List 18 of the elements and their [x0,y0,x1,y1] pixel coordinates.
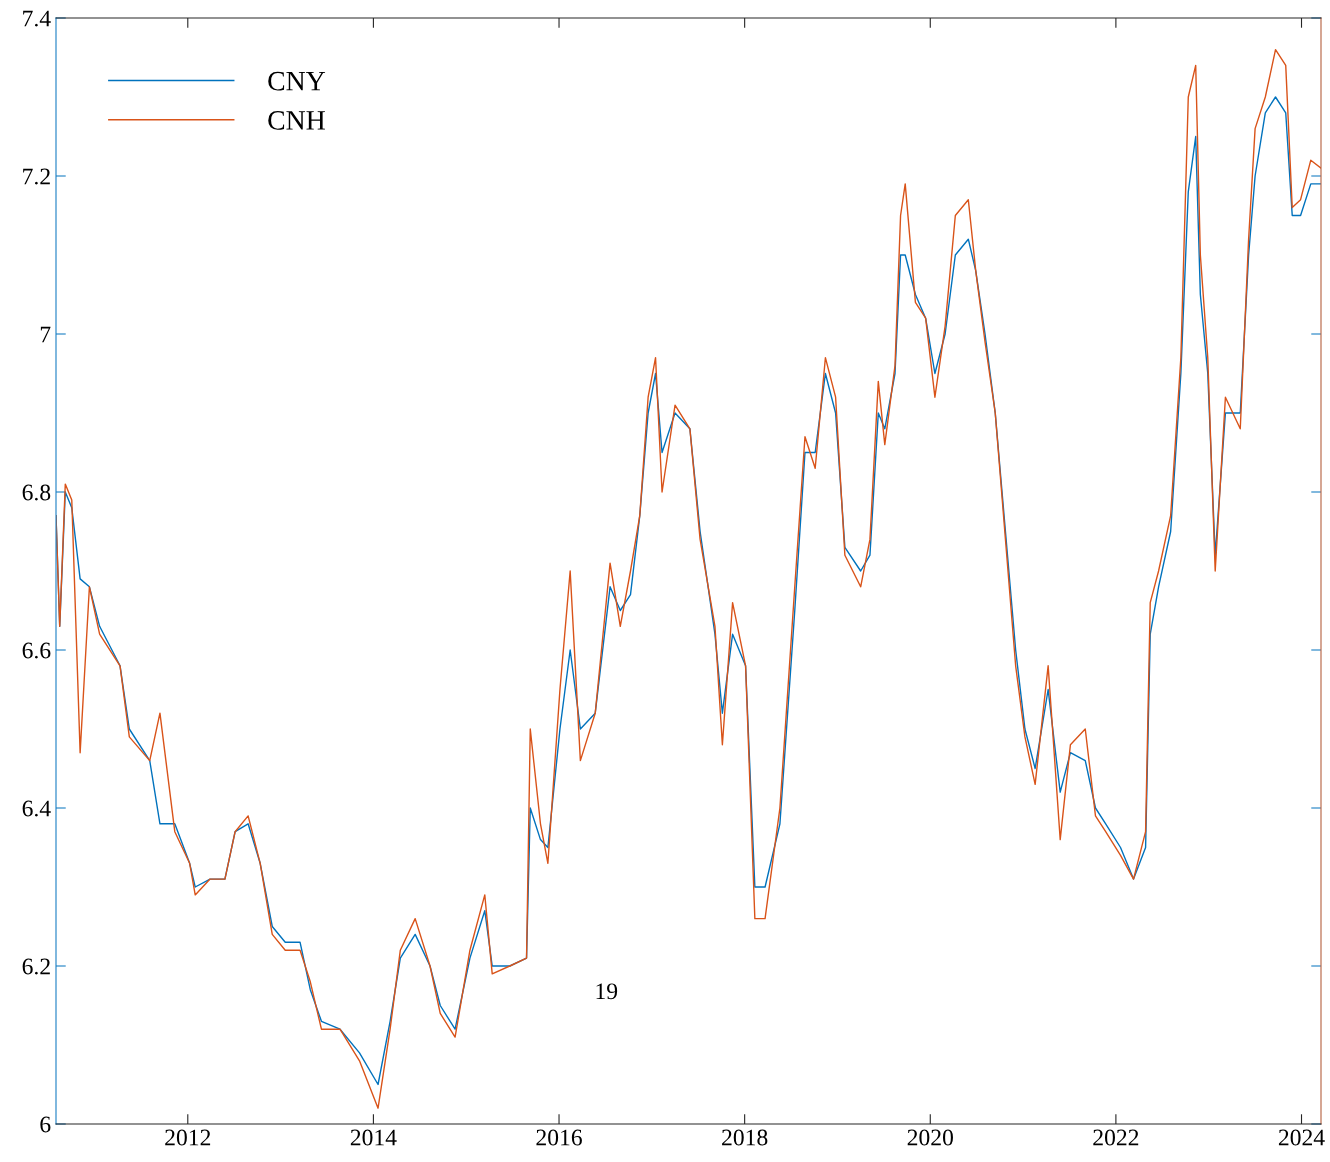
legend-label: CNH [268,111,325,130]
y-tick-label: 7 [40,326,51,343]
x-tick-label: 2012 [165,1129,211,1146]
y-tick-label: 7.2 [23,168,50,185]
y-tick-label: 6.6 [22,642,51,659]
legend-label: CNY [268,71,326,91]
y-tick-label: 7.4 [23,10,51,27]
x-tick-label: 2020 [907,1129,953,1146]
y-tick-label: 6 [40,1116,51,1133]
y-tick-label: 6.8 [22,484,51,501]
y-tick-label: 6.4 [22,800,51,817]
y-tick-label: 6.2 [22,958,50,975]
x-tick-label: 2018 [722,1129,768,1146]
x-tick-label: 2014 [350,1129,397,1146]
annotation: 19 [596,983,618,1000]
x-tick-label: 2022 [1093,1129,1139,1146]
x-tick-label: 2016 [536,1129,582,1146]
x-tick-label: 2024 [1278,1129,1325,1146]
